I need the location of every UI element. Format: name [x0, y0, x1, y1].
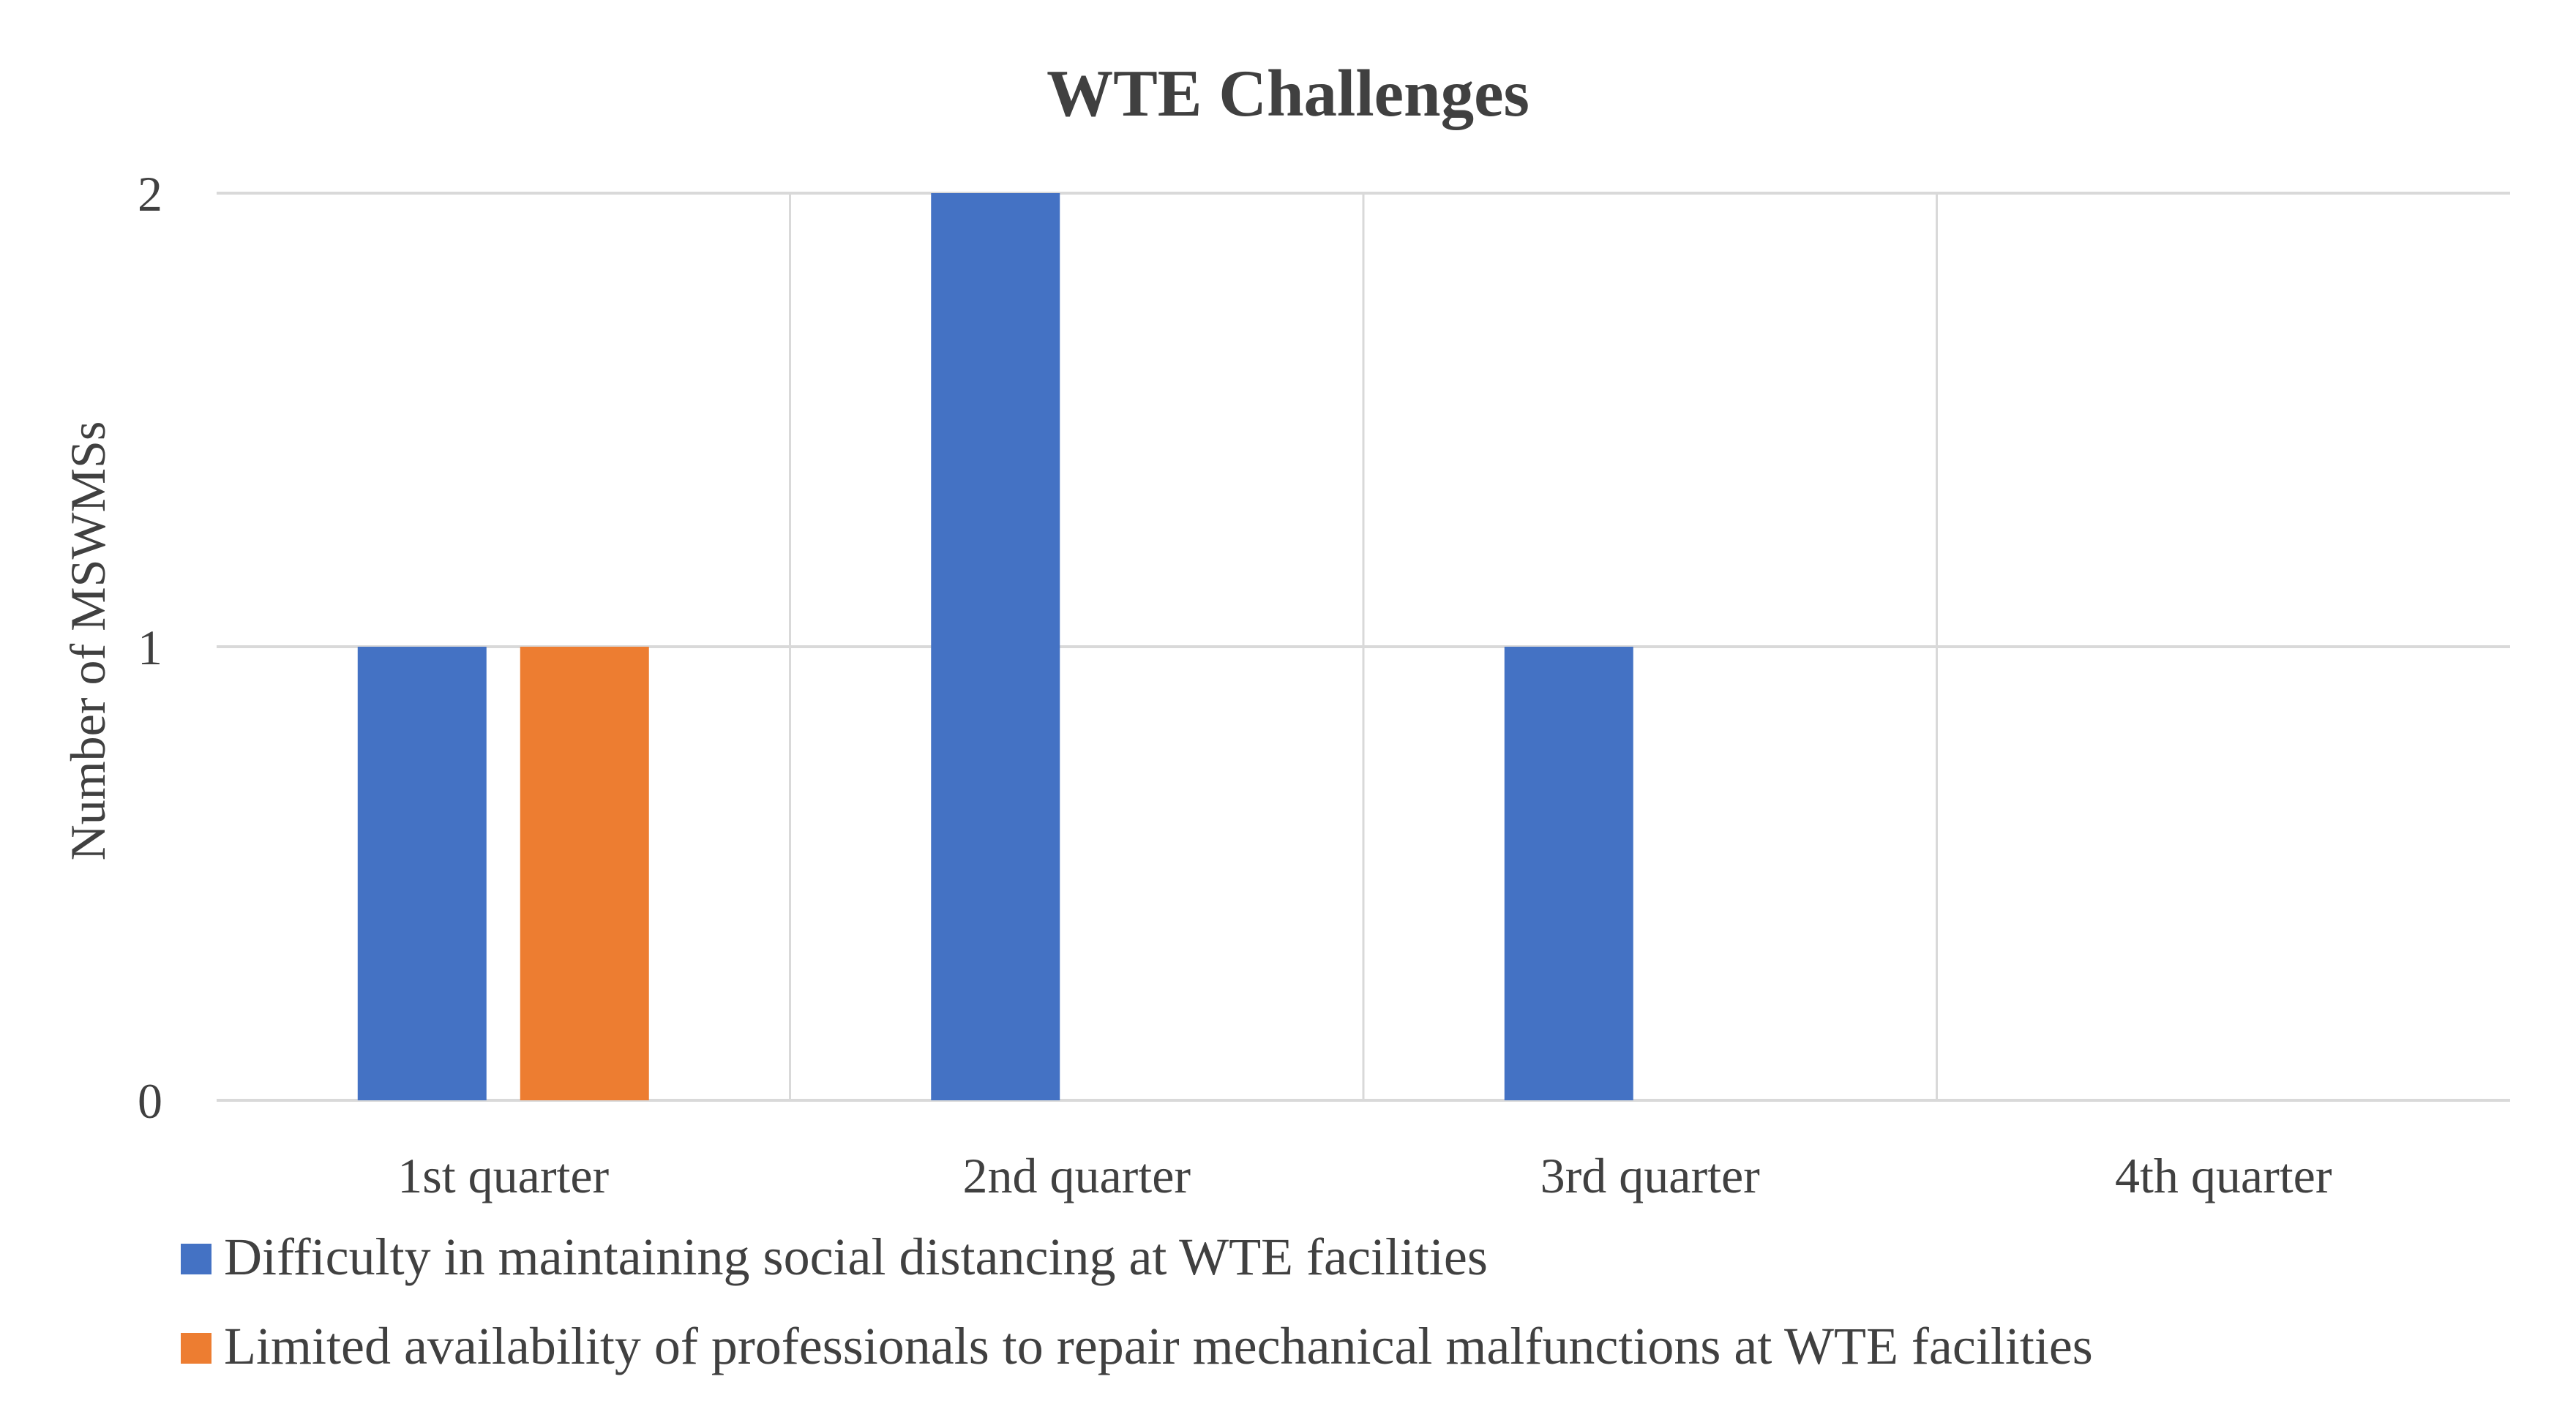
bar-series2-1st-quarter[interactable]	[520, 647, 649, 1100]
category-separators	[789, 193, 1938, 1100]
x-axis-ticks: 1st quarter 2nd quarter 3rd quarter 4th qua…	[397, 1148, 2332, 1203]
bar-series1-3rd-quarter[interactable]	[1504, 647, 1633, 1100]
bars	[357, 193, 1633, 1100]
x-tick-label: 1st quarter	[397, 1148, 609, 1203]
legend-label: Limited availability of professionals to…	[224, 1317, 2093, 1375]
y-axis-label: Number of MSWMSs	[60, 421, 116, 861]
x-tick-label: 2nd quarter	[962, 1148, 1191, 1203]
bar-series1-2nd-quarter[interactable]	[931, 193, 1060, 1100]
bar-series1-1st-quarter[interactable]	[357, 647, 487, 1100]
legend-item-1[interactable]: Difficulty in maintaining social distanc…	[181, 1228, 1488, 1286]
y-tick-label: 2	[138, 166, 162, 222]
legend-item-2[interactable]: Limited availability of professionals to…	[181, 1317, 2093, 1375]
y-tick-label: 0	[138, 1073, 162, 1129]
y-axis-ticks: 0 1 2	[138, 166, 162, 1129]
legend-label: Difficulty in maintaining social distanc…	[224, 1228, 1488, 1286]
x-tick-label: 3rd quarter	[1540, 1148, 1761, 1203]
y-tick-label: 1	[138, 620, 162, 675]
legend-swatch	[181, 1244, 211, 1274]
legend: Difficulty in maintaining social distanc…	[181, 1228, 2093, 1375]
x-tick-label: 4th quarter	[2115, 1148, 2332, 1203]
legend-swatch	[181, 1333, 211, 1364]
chart-title: WTE Challenges	[1046, 56, 1530, 130]
